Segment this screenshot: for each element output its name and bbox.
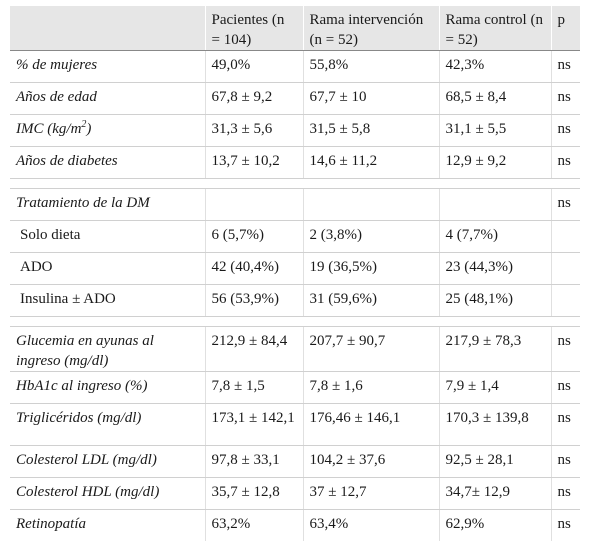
cell-pacientes: 7,8 ± 1,5 [204,371,303,404]
cell-p: ns [550,114,580,147]
cell-pacientes: 13,7 ± 10,2 [204,146,303,179]
spacer-row [10,178,580,189]
header-empty [10,6,205,51]
cell-intervencion: 19 (36,5%) [302,252,439,285]
header-rama-control: Rama control (n = 52) [438,6,551,51]
cell-p: ns [550,188,580,221]
row-label: Colesterol HDL (mg/dl) [10,477,205,510]
table-row: Colesterol HDL (mg/dl) 35,7 ± 12,8 37 ± … [10,477,580,510]
cell-p: ns [550,326,580,372]
cell-control: 62,9% [438,509,551,541]
spacer-row [10,316,580,327]
row-label: Insulina ± ADO [10,284,205,317]
cell-p [550,252,580,285]
table-row: Años de edad 67,8 ± 9,2 67,7 ± 10 68,5 ±… [10,82,580,115]
table-row: Triglicéridos (mg/dl) 173,1 ± 142,1 176,… [10,403,580,446]
table-row: Tratamiento de la DM ns [10,188,580,221]
cell-control: 23 (44,3%) [438,252,551,285]
cell-intervencion: 176,46 ± 146,1 [302,403,439,446]
cell-control [438,188,551,221]
table-row: Retinopatía 63,2% 63,4% 62,9% ns [10,509,580,541]
cell-p: ns [550,403,580,446]
row-label: HbA1c al ingreso (%) [10,371,205,404]
row-label: Años de edad [10,82,205,115]
row-label: ADO [10,252,205,285]
row-label: IMC (kg/m2) [10,114,205,147]
header-rama-intervencion: Rama intervención (n = 52) [302,6,439,51]
cell-control: 4 (7,7%) [438,220,551,253]
row-label: Tratamiento de la DM [10,188,205,221]
cell-pacientes: 56 (53,9%) [204,284,303,317]
header-row: Pacientes (n = 104) Rama intervención (n… [10,6,580,51]
row-label: Solo dieta [10,220,205,253]
cell-control: 68,5 ± 8,4 [438,82,551,115]
table-row: Insulina ± ADO 56 (53,9%) 31 (59,6%) 25 … [10,284,580,317]
cell-intervencion: 31,5 ± 5,8 [302,114,439,147]
cell-p: ns [550,371,580,404]
cell-pacientes [204,188,303,221]
cell-intervencion: 37 ± 12,7 [302,477,439,510]
cell-control: 217,9 ± 78,3 [438,326,551,372]
cell-intervencion: 2 (3,8%) [302,220,439,253]
cell-intervencion: 67,7 ± 10 [302,82,439,115]
cell-intervencion: 63,4% [302,509,439,541]
header-p: p [550,6,580,51]
cell-control: 12,9 ± 9,2 [438,146,551,179]
table-row: Colesterol LDL (mg/dl) 97,8 ± 33,1 104,2… [10,445,580,478]
spacer-cell [10,178,580,189]
cell-p: ns [550,445,580,478]
cell-p: ns [550,146,580,179]
row-label: Glucemia en ayunas al ingreso (mg/dl) [10,326,205,372]
cell-intervencion: 55,8% [302,50,439,83]
cell-control: 25 (48,1%) [438,284,551,317]
cell-p [550,284,580,317]
cell-control: 34,7± 12,9 [438,477,551,510]
cell-pacientes: 97,8 ± 33,1 [204,445,303,478]
row-label: % de mujeres [10,50,205,83]
cell-intervencion: 104,2 ± 37,6 [302,445,439,478]
cell-pacientes: 49,0% [204,50,303,83]
baseline-characteristics-table: Pacientes (n = 104) Rama intervención (n… [10,6,580,541]
table-row: ADO 42 (40,4%) 19 (36,5%) 23 (44,3%) [10,252,580,285]
cell-p: ns [550,509,580,541]
table-row: Años de diabetes 13,7 ± 10,2 14,6 ± 11,2… [10,146,580,179]
spacer-cell [10,316,580,327]
row-label: Retinopatía [16,516,86,532]
table-row: % de mujeres 49,0% 55,8% 42,3% ns [10,50,580,83]
table-row: IMC (kg/m2) 31,3 ± 5,6 31,5 ± 5,8 31,1 ±… [10,114,580,147]
cell-pacientes: 31,3 ± 5,6 [204,114,303,147]
table-row: HbA1c al ingreso (%) 7,8 ± 1,5 7,8 ± 1,6… [10,371,580,404]
cell-p [550,220,580,253]
cell-intervencion: 207,7 ± 90,7 [302,326,439,372]
cell-pacientes: 63,2% [204,509,303,541]
row-label-text: IMC (kg/m [16,121,82,137]
cell-intervencion: 7,8 ± 1,6 [302,371,439,404]
cell-control: 31,1 ± 5,5 [438,114,551,147]
cell-pacientes: 35,7 ± 12,8 [204,477,303,510]
table-row: Glucemia en ayunas al ingreso (mg/dl) 21… [10,326,580,372]
cell-pacientes: 6 (5,7%) [204,220,303,253]
row-label: Colesterol LDL (mg/dl) [10,445,205,478]
cell-intervencion: 31 (59,6%) [302,284,439,317]
cell-p: ns [550,50,580,83]
cell-control: 92,5 ± 28,1 [438,445,551,478]
cell-p: ns [550,477,580,510]
cell-control: 42,3% [438,50,551,83]
cell-pacientes: 67,8 ± 9,2 [204,82,303,115]
header-pacientes: Pacientes (n = 104) [204,6,303,51]
row-label-suffix: ) [86,121,92,137]
row-label-superscript: 2 [81,119,87,130]
row-label: Años de diabetes [10,146,205,179]
table-row: Solo dieta 6 (5,7%) 2 (3,8%) 4 (7,7%) [10,220,580,253]
cell-pacientes: 173,1 ± 142,1 [204,403,303,446]
cell-pacientes: 42 (40,4%) [204,252,303,285]
cell-pacientes: 212,9 ± 84,4 [204,326,303,372]
row-label: Triglicéridos (mg/dl) [10,403,205,446]
cell-control: 7,9 ± 1,4 [438,371,551,404]
cell-control: 170,3 ± 139,8 [438,403,551,446]
cell-intervencion [302,188,439,221]
cell-p: ns [550,82,580,115]
cell-intervencion: 14,6 ± 11,2 [302,146,439,179]
